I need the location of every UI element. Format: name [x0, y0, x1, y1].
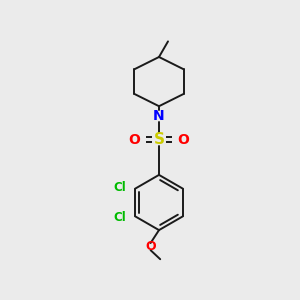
- Text: O: O: [145, 240, 156, 253]
- Text: S: S: [154, 132, 164, 147]
- Text: Cl: Cl: [113, 181, 126, 194]
- Text: O: O: [128, 133, 140, 146]
- Text: Cl: Cl: [113, 211, 126, 224]
- Text: N: N: [153, 109, 165, 123]
- Text: O: O: [178, 133, 190, 146]
